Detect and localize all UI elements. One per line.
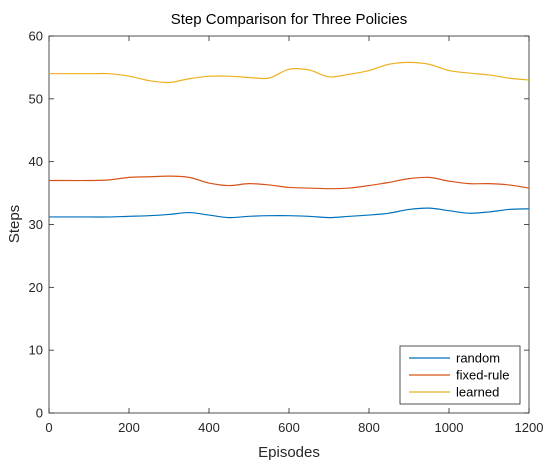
y-tick-label: 50 xyxy=(29,91,43,106)
legend[interactable]: random fixed-rule learned xyxy=(399,345,521,405)
y-tick-label: 10 xyxy=(29,343,43,358)
y-tick-label: 40 xyxy=(29,154,43,169)
x-tick-label: 1000 xyxy=(435,420,464,435)
x-tick-label: 400 xyxy=(198,420,220,435)
y-axis: 0 10 20 30 40 50 60 xyxy=(29,29,529,421)
x-tick-label: 0 xyxy=(45,420,52,435)
y-tick-label: 0 xyxy=(36,406,43,421)
x-tick-label: 1200 xyxy=(515,420,544,435)
series-line-learned xyxy=(48,61,530,84)
x-axis-label: Episodes xyxy=(258,444,320,461)
y-tick-label: 30 xyxy=(29,217,43,232)
x-tick-label: 200 xyxy=(118,420,140,435)
legend-label-learned: learned xyxy=(456,385,499,400)
chart-title: Step Comparison for Three Policies xyxy=(171,11,408,28)
x-tick-label: 800 xyxy=(358,420,380,435)
y-axis-label: Steps xyxy=(6,205,23,243)
legend-label-fixed-rule: fixed-rule xyxy=(456,368,509,383)
x-tick-label: 600 xyxy=(278,420,300,435)
series-line-fixed-rule xyxy=(48,175,530,190)
series-line-random xyxy=(49,207,530,219)
y-tick-label: 20 xyxy=(29,280,43,295)
series-lines xyxy=(48,61,530,219)
x-axis: 0 200 400 600 800 1000 1200 xyxy=(45,36,543,435)
legend-label-random: random xyxy=(456,351,500,366)
y-tick-label: 60 xyxy=(29,29,43,44)
